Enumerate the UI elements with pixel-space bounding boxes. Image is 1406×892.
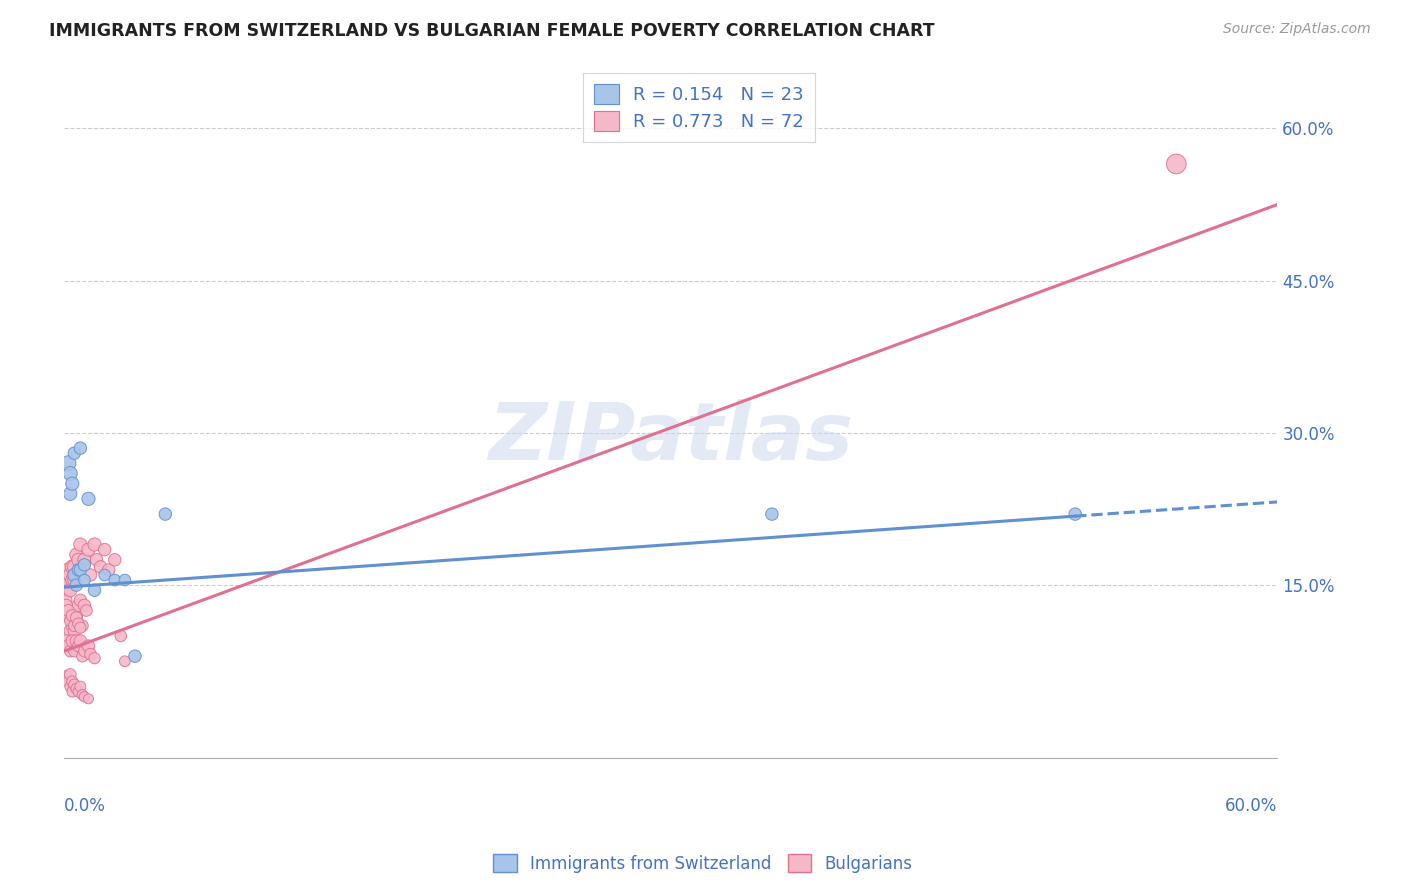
Point [60, 634, 83, 648]
Point [79, 647, 101, 661]
Point [72, 618, 94, 632]
Point [65, 608, 87, 623]
Point [83, 651, 105, 665]
Point [58, 608, 80, 623]
Point [761, 507, 783, 521]
Point [59, 680, 82, 694]
Point [67, 639, 90, 653]
Point [59, 624, 82, 638]
Point [104, 573, 127, 587]
Point [59, 667, 82, 681]
Point [55, 583, 77, 598]
Legend: R = 0.154   N = 23, R = 0.773   N = 72: R = 0.154 N = 23, R = 0.773 N = 72 [582, 73, 815, 142]
Point [58, 603, 80, 617]
Point [55, 599, 77, 613]
Point [59, 487, 82, 501]
Point [58, 456, 80, 470]
Point [93, 542, 115, 557]
Point [67, 553, 90, 567]
Point [67, 616, 90, 631]
Point [65, 578, 87, 592]
Text: ZIPatlas: ZIPatlas [488, 399, 853, 477]
Point [60, 674, 83, 689]
Point [124, 649, 146, 664]
Point [1166, 157, 1188, 171]
Point [72, 688, 94, 702]
Text: IMMIGRANTS FROM SWITZERLAND VS BULGARIAN FEMALE POVERTY CORRELATION CHART: IMMIGRANTS FROM SWITZERLAND VS BULGARIAN… [49, 22, 935, 40]
Point [65, 681, 87, 696]
Point [110, 629, 132, 643]
Point [67, 563, 90, 577]
Point [114, 654, 136, 668]
Point [73, 558, 96, 572]
Point [63, 618, 86, 632]
Point [59, 467, 82, 481]
Point [1064, 507, 1087, 521]
Point [86, 553, 108, 567]
Point [63, 644, 86, 658]
Text: 0.0%: 0.0% [65, 797, 105, 814]
Point [114, 573, 136, 587]
Point [67, 684, 90, 698]
Point [83, 537, 105, 551]
Point [60, 608, 83, 623]
Point [63, 560, 86, 574]
Point [63, 624, 86, 638]
Point [73, 599, 96, 613]
Point [69, 593, 91, 607]
Point [58, 573, 80, 587]
Legend: Immigrants from Switzerland, Bulgarians: Immigrants from Switzerland, Bulgarians [486, 847, 920, 880]
Point [55, 669, 77, 683]
Point [59, 644, 82, 658]
Point [59, 614, 82, 628]
Point [69, 634, 91, 648]
Point [60, 573, 83, 587]
Point [55, 593, 77, 607]
Text: Source: ZipAtlas.com: Source: ZipAtlas.com [1223, 22, 1371, 37]
Point [155, 507, 177, 521]
Point [69, 537, 91, 551]
Point [60, 560, 83, 574]
Point [72, 649, 94, 664]
Point [104, 553, 127, 567]
Point [90, 560, 112, 574]
Point [63, 677, 86, 691]
Point [73, 553, 96, 567]
Point [65, 634, 87, 648]
Point [55, 573, 77, 587]
Point [58, 563, 80, 577]
Point [58, 639, 80, 653]
Point [73, 690, 96, 704]
Point [67, 599, 90, 613]
Point [63, 568, 86, 582]
Point [77, 491, 100, 506]
Point [97, 563, 120, 577]
Point [63, 446, 86, 460]
Point [55, 634, 77, 648]
Point [75, 603, 97, 617]
Point [73, 644, 96, 658]
Point [93, 568, 115, 582]
Point [65, 548, 87, 562]
Point [79, 568, 101, 582]
Point [60, 618, 83, 632]
Point [60, 684, 83, 698]
Point [77, 691, 100, 706]
Point [59, 583, 82, 598]
Point [58, 674, 80, 689]
Point [73, 573, 96, 587]
Point [60, 476, 83, 491]
Point [77, 542, 100, 557]
Point [83, 583, 105, 598]
Point [77, 639, 100, 653]
Point [69, 680, 91, 694]
Text: 60.0%: 60.0% [1225, 797, 1278, 814]
Point [63, 573, 86, 587]
Point [65, 610, 87, 624]
Point [69, 441, 91, 455]
Point [69, 621, 91, 635]
Point [69, 563, 91, 577]
Point [59, 568, 82, 582]
